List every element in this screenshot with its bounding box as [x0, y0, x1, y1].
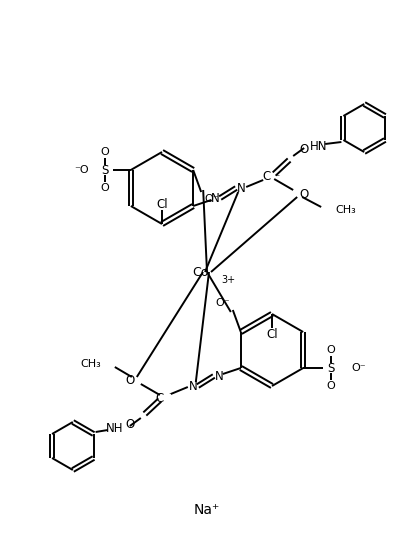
Text: ⁻: ⁻: [168, 391, 173, 401]
Text: N: N: [210, 192, 219, 204]
Text: Na⁺: Na⁺: [193, 503, 220, 517]
Text: C: C: [261, 170, 270, 182]
Text: O: O: [299, 143, 308, 156]
Text: O: O: [299, 187, 308, 201]
Text: O⁻: O⁻: [215, 298, 229, 308]
Text: O: O: [100, 183, 109, 193]
Text: O⁻: O⁻: [350, 363, 365, 373]
Text: Cl: Cl: [266, 327, 277, 341]
Text: O: O: [125, 418, 135, 431]
Text: N: N: [236, 181, 245, 195]
Text: O: O: [326, 381, 335, 391]
Text: 3+: 3+: [221, 275, 235, 285]
Text: S: S: [327, 361, 334, 375]
Text: S: S: [101, 164, 108, 176]
Text: CH₃: CH₃: [335, 205, 355, 215]
Text: O⁻: O⁻: [204, 194, 218, 204]
Text: O: O: [125, 374, 135, 386]
Text: HN: HN: [309, 139, 327, 153]
Text: N: N: [188, 380, 197, 392]
Text: O: O: [100, 147, 109, 157]
Text: ⁻: ⁻: [274, 173, 279, 183]
Text: ⁻O: ⁻O: [74, 165, 89, 175]
Text: Cl: Cl: [156, 197, 167, 210]
Text: CH₃: CH₃: [80, 359, 101, 369]
Text: N: N: [214, 370, 223, 382]
Text: O: O: [326, 345, 335, 355]
Text: Co: Co: [192, 266, 209, 278]
Text: NH: NH: [106, 422, 123, 435]
Text: C: C: [155, 392, 164, 404]
